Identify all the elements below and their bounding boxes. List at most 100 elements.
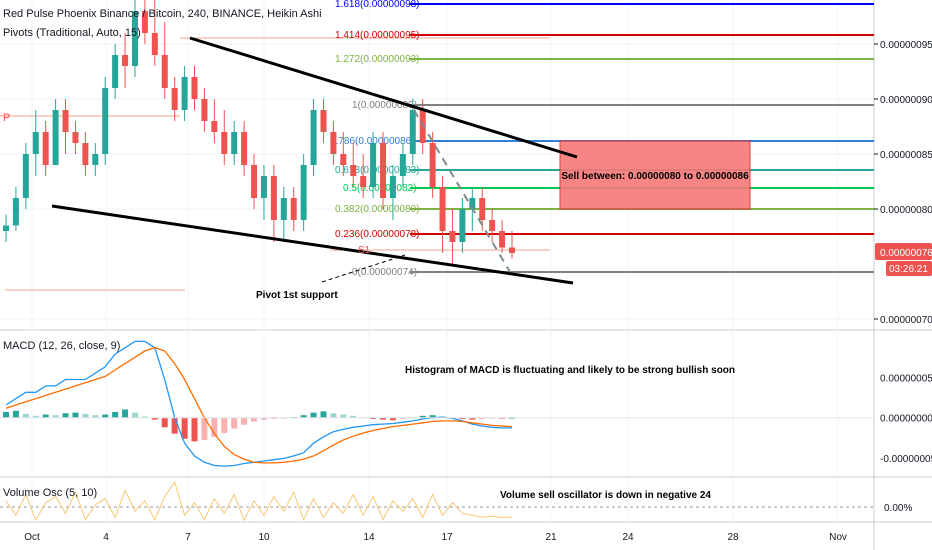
macd-histogram-bar (459, 417, 466, 419)
macd-histogram-bar (82, 413, 89, 418)
pivots-indicator-label[interactable]: Pivots (Traditional, Auto, 15) (3, 27, 141, 39)
grid-lines (0, 0, 874, 522)
candle-body (102, 88, 109, 154)
fib-level-label: 1(0.00000089) (352, 100, 417, 111)
price-tick-label: 0.00000090 (880, 95, 932, 106)
macd-histogram-bar (479, 417, 486, 419)
candle-body (330, 132, 337, 154)
macd-histogram-bar (32, 415, 39, 418)
candle-body (380, 143, 387, 198)
macd-histogram-bar (171, 417, 178, 434)
macd-histogram-bar (112, 412, 119, 418)
macd-histogram-bar (141, 416, 148, 418)
macd-histogram-bar (429, 415, 436, 418)
candle-body (211, 121, 218, 132)
sell-zone-box[interactable]: Sell between: 0.00000080 to 0.00000086 (559, 140, 751, 210)
macd-histogram-bar (389, 417, 396, 421)
fib-level-label: 0.382(0.00000080) (335, 204, 420, 215)
chart-title: Red Pulse Phoenix Binance / Bitcoin, 240… (3, 8, 322, 20)
macd-histogram-bar (350, 415, 357, 418)
fib-level-label: 1.272(0.00000093) (335, 54, 420, 65)
time-tick-label: Oct (24, 532, 40, 543)
lower-trend-line (51, 204, 574, 285)
candle-body (449, 231, 456, 242)
trend-lines[interactable] (51, 36, 578, 285)
candle-body (320, 110, 327, 132)
pivot-support-note: Pivot 1st support (256, 290, 338, 301)
fib-level-label: 1.618(0.00000098) (335, 0, 420, 10)
volume-osc-pane: 0.00% (0, 480, 912, 522)
macd-tick-label: -0.00000005 (880, 454, 932, 465)
candle-body (12, 198, 19, 226)
candle-body (270, 176, 277, 220)
candle-body (340, 154, 347, 165)
macd-histogram-bar (3, 412, 9, 418)
candle-body (151, 33, 158, 55)
fib-level-label: 0.236(0.00000078) (335, 229, 420, 240)
candle-body (221, 132, 228, 154)
macd-histogram-bar (42, 414, 49, 418)
projection-path (413, 109, 511, 273)
time-tick-label: 21 (545, 532, 557, 543)
candle-body (499, 231, 506, 248)
macd-histogram-bar (330, 413, 337, 418)
candle-body (22, 154, 29, 198)
sell-zone-rect (559, 140, 751, 210)
candle-body (350, 165, 357, 176)
macd-histogram-bar (469, 417, 476, 420)
macd-tick-label: 0.00000005 (880, 374, 932, 385)
candle-body (260, 176, 267, 198)
volume-osc-label[interactable]: Volume Osc (5, 10) (3, 487, 97, 499)
candle-body (509, 247, 515, 253)
signal-line (5, 347, 513, 464)
fib-level-label: 1.414(0.00000095) (335, 30, 420, 41)
time-tick-label: 17 (441, 532, 453, 543)
fib-level-label: 0.5(0.00000082) (343, 183, 416, 194)
macd-histogram-bar (370, 417, 377, 419)
axes-group: 0.00000095 0.00000090 0.00000085 0.00000080… (24, 40, 932, 543)
candle-body (241, 132, 248, 165)
candle-body (72, 132, 79, 143)
candle-body (62, 110, 69, 132)
candle-body (429, 143, 436, 187)
candle-countdown: 03:26:21 (889, 264, 928, 275)
candle-body (290, 198, 297, 220)
candle-body (191, 77, 198, 99)
macd-histogram-bar (221, 417, 228, 433)
candle-body (181, 77, 188, 110)
macd-histogram-bar (131, 412, 138, 418)
macd-histogram-bar (102, 414, 109, 418)
candle-body (280, 198, 287, 220)
time-tick-label: 28 (727, 532, 739, 543)
macd-histogram-bar (380, 417, 387, 420)
time-tick-label: 4 (103, 532, 109, 543)
macd-histogram-bar (251, 417, 258, 422)
macd-histogram-bar (270, 417, 277, 419)
candle-body (251, 165, 258, 198)
time-tick-label: 7 (185, 532, 191, 543)
macd-histogram-bar (191, 417, 198, 442)
macd-histogram-bar (181, 417, 188, 439)
macd-histogram-bar (22, 413, 29, 418)
candle-body (92, 154, 99, 165)
macd-histogram-bar (52, 415, 59, 418)
countdown-tag (886, 261, 932, 276)
macd-histogram-bar (300, 415, 307, 418)
time-tick-label: 10 (258, 532, 270, 543)
pivot-s1-label: S1 (358, 245, 371, 256)
candle-body (141, 11, 148, 33)
macd-histogram-bar (310, 412, 317, 418)
macd-histogram-bar (72, 412, 79, 418)
candle-body (300, 165, 307, 220)
price-tick-label: 0.00000095 (880, 40, 932, 51)
candle-body (201, 99, 208, 121)
macd-tick-label: 0.00000000 (880, 414, 932, 425)
macd-indicator-label[interactable]: MACD (12, 26, close, 9) (3, 340, 120, 352)
macd-note: Histogram of MACD is fluctuating and lik… (405, 365, 735, 376)
time-tick-label: Nov (829, 532, 847, 543)
macd-histogram-bar (151, 417, 158, 420)
candle-body (360, 176, 367, 187)
candle-body (370, 143, 377, 187)
candle-body (469, 198, 476, 209)
